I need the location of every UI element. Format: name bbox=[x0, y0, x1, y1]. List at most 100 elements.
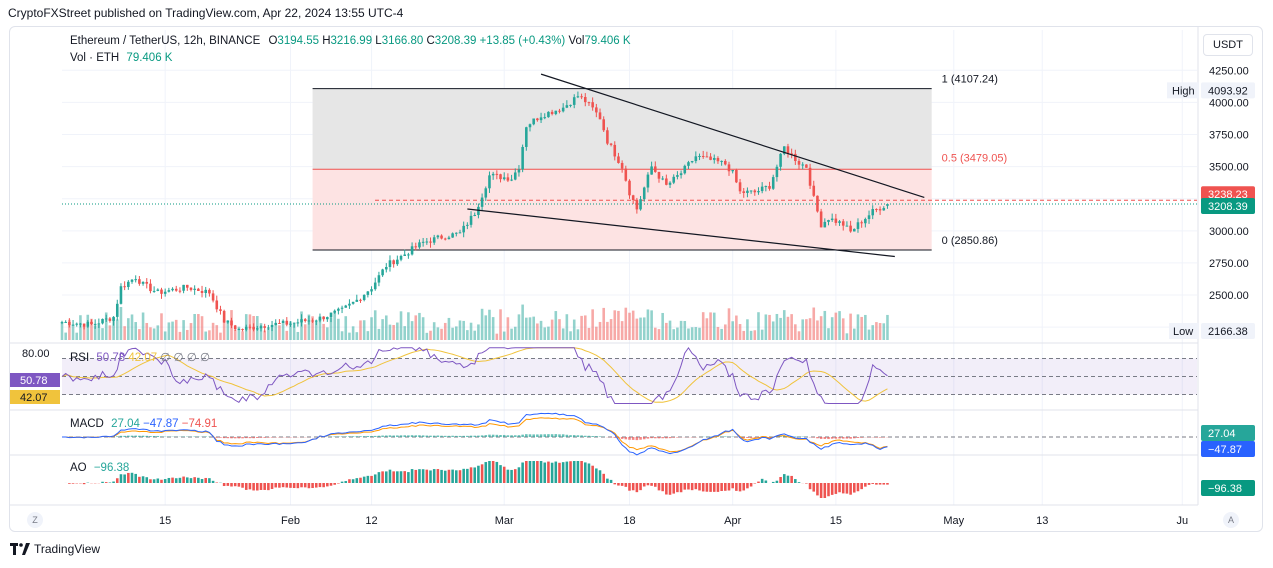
volume-bar bbox=[841, 318, 845, 340]
candle-body bbox=[75, 323, 79, 325]
candle-body bbox=[93, 323, 97, 325]
candle-body bbox=[333, 310, 336, 313]
ao-bar bbox=[838, 483, 841, 493]
ao-bar bbox=[237, 483, 241, 487]
candle-body bbox=[525, 127, 528, 147]
candle-body bbox=[197, 288, 200, 291]
candle-body bbox=[432, 237, 436, 243]
volume-bar bbox=[370, 317, 373, 340]
candle-body bbox=[311, 320, 314, 322]
macd-histogram-bar bbox=[587, 435, 591, 437]
ao-bar bbox=[635, 483, 639, 493]
candle-body bbox=[749, 190, 753, 192]
time-tick-label: Ju bbox=[1176, 515, 1188, 527]
candle-body bbox=[819, 211, 823, 228]
volume-label[interactable]: Vol · ETH bbox=[70, 52, 120, 64]
ao-bar bbox=[403, 471, 407, 483]
volume-bar bbox=[71, 324, 75, 340]
macd-histogram-bar bbox=[565, 434, 569, 437]
volume-bar bbox=[355, 332, 359, 340]
ao-bar bbox=[727, 483, 731, 491]
ao-bar bbox=[222, 483, 226, 487]
volume-bar bbox=[665, 322, 668, 340]
volume-bar bbox=[661, 312, 664, 340]
macd-histogram-bar bbox=[620, 437, 624, 439]
axis-z-button[interactable]: Z bbox=[27, 512, 43, 528]
volume-legend: Vol · ETH 79.406 K bbox=[70, 52, 172, 64]
candle-body bbox=[724, 160, 727, 165]
ao-bar bbox=[819, 483, 823, 498]
candle-body bbox=[827, 220, 830, 222]
volume-bar bbox=[60, 322, 64, 340]
ao-bar bbox=[786, 475, 790, 483]
candle-body bbox=[631, 195, 635, 200]
candle-body bbox=[543, 117, 547, 119]
volume-bar bbox=[314, 321, 318, 340]
ao-bar bbox=[602, 473, 605, 483]
candle-body bbox=[296, 322, 300, 324]
ao-bar bbox=[226, 483, 230, 486]
change-value: +13.85 (+0.43%) bbox=[479, 35, 566, 47]
ao-bar bbox=[384, 471, 388, 483]
volume-bar bbox=[768, 314, 771, 340]
ao-bar bbox=[344, 481, 348, 483]
candle-body bbox=[624, 168, 628, 181]
candle-body bbox=[587, 102, 591, 104]
rsi-label[interactable]: RSI bbox=[70, 352, 90, 364]
volume-bar bbox=[141, 312, 145, 340]
ao-bar bbox=[115, 478, 119, 483]
macd-histogram-bar bbox=[539, 434, 543, 437]
macd-label[interactable]: MACD bbox=[70, 418, 104, 430]
macd-histogram-bar bbox=[595, 436, 598, 437]
axis-auto-button[interactable]: A bbox=[1223, 512, 1239, 528]
volume-bar bbox=[156, 325, 160, 340]
high-marker-label: High bbox=[1172, 85, 1195, 97]
ao-bar bbox=[377, 472, 381, 483]
ao-bar bbox=[639, 483, 642, 491]
volume-bar bbox=[281, 322, 285, 340]
ao-label[interactable]: AO bbox=[70, 462, 87, 474]
ao-bar bbox=[742, 483, 746, 491]
macd-histogram-bar bbox=[536, 434, 539, 437]
macd-histogram-bar bbox=[742, 437, 746, 438]
volume-bar bbox=[152, 328, 156, 340]
candle-body bbox=[565, 105, 569, 108]
low-marker-value: 2166.38 bbox=[1208, 326, 1248, 338]
volume-bar bbox=[864, 314, 867, 340]
ao-bar bbox=[536, 461, 539, 483]
volume-bar bbox=[764, 314, 768, 340]
candle-body bbox=[300, 319, 303, 323]
time-tick-label: 15 bbox=[159, 515, 171, 527]
time-tick-label: May bbox=[943, 515, 964, 527]
footer-brand[interactable]: TradingView bbox=[10, 542, 100, 556]
candle-body bbox=[186, 284, 189, 288]
ao-bar bbox=[808, 483, 812, 490]
ao-bar bbox=[875, 483, 878, 485]
volume-bar bbox=[576, 329, 580, 340]
ao-bar bbox=[598, 470, 602, 483]
candle-body bbox=[392, 260, 395, 265]
low-marker-label: Low bbox=[1173, 326, 1193, 338]
volume-bar bbox=[672, 329, 676, 340]
macd-axis-tag: 27.04 bbox=[1208, 428, 1236, 440]
candle-body bbox=[484, 188, 488, 198]
candle-body bbox=[71, 324, 75, 326]
candle-body bbox=[499, 174, 502, 180]
currency-selector[interactable]: USDT bbox=[1203, 34, 1253, 56]
candle-body bbox=[617, 156, 620, 163]
symbol-title[interactable]: Ethereum / TetherUS, 12h, BINANCE bbox=[70, 35, 261, 47]
candle-body bbox=[344, 305, 348, 308]
macd-histogram-bar bbox=[654, 437, 657, 439]
time-tick-label: 12 bbox=[365, 515, 377, 527]
ao-bar bbox=[687, 483, 690, 490]
ao-bar bbox=[274, 483, 278, 488]
macd-histogram-bar bbox=[388, 435, 392, 437]
macd-histogram-bar bbox=[370, 436, 373, 437]
rsi-top-label: 80.00 bbox=[22, 348, 50, 360]
volume-bar bbox=[167, 322, 171, 340]
ao-bar bbox=[248, 483, 252, 490]
volume-bar bbox=[204, 331, 208, 340]
ao-bar bbox=[771, 481, 775, 483]
ao-bar bbox=[779, 476, 782, 483]
